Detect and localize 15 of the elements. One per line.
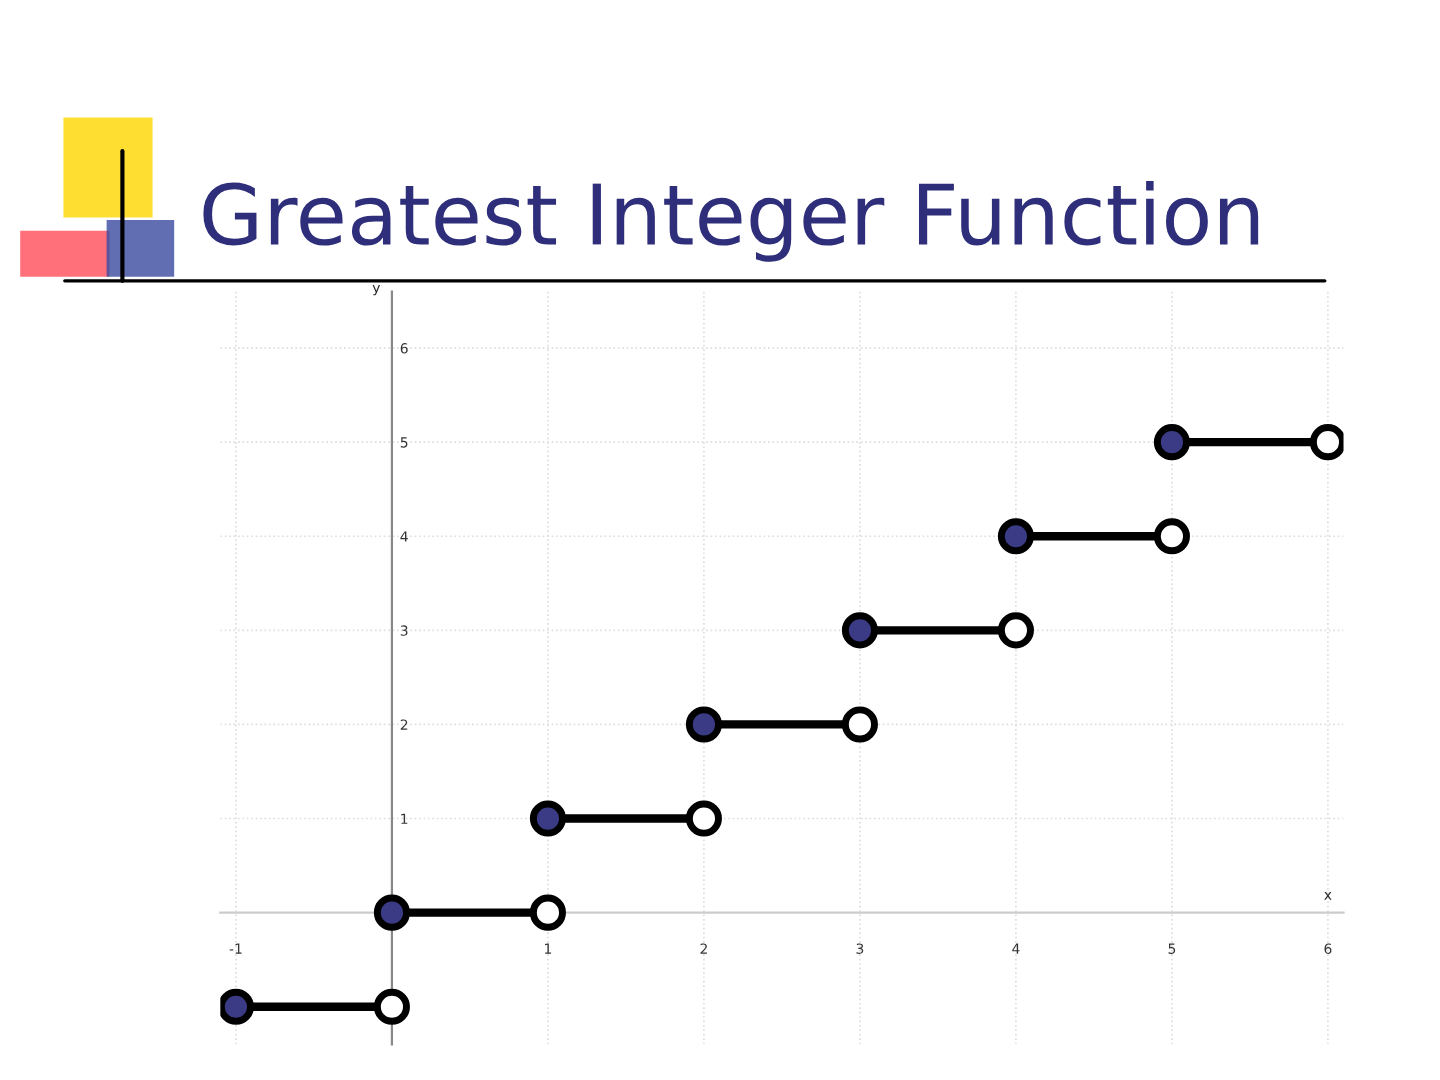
- point: [373, 894, 410, 931]
- point: [373, 988, 410, 1025]
- point: [841, 612, 878, 649]
- point: [1153, 518, 1190, 555]
- point: [529, 800, 566, 837]
- point: [997, 612, 1034, 649]
- point: [685, 800, 722, 837]
- point: [529, 894, 566, 931]
- point: [685, 706, 722, 743]
- point: [997, 518, 1034, 555]
- point: [1153, 424, 1190, 461]
- chart-title: Greatest Integer Function: [203, 181, 1259, 262]
- point: [841, 706, 878, 743]
- point: [220, 988, 254, 1025]
- point: [1309, 424, 1344, 461]
